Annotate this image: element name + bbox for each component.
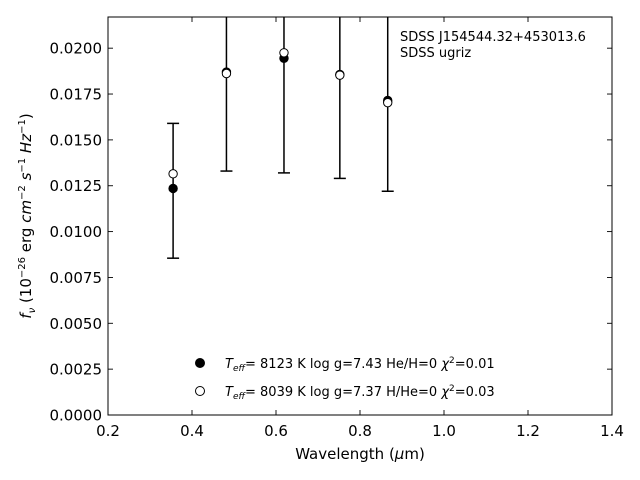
x-tick-label-2: 0.6	[264, 422, 288, 440]
plot-area: 0.2 0.4 0.6 0.8 1.0 1.2 1.4 0.0000 0.0025 0.0050 0…	[50, 16, 624, 440]
model-point-open-2	[279, 48, 289, 58]
y-tick-label-0: 0.0000	[50, 407, 103, 425]
y-tick-label-7: 0.0175	[50, 86, 103, 104]
model-point-filled-0	[168, 183, 178, 194]
y-tick-label-2: 0.0050	[50, 315, 103, 333]
legend-entry-2: Teff= 8039 K log g=7.37 H/He=0 χ2=0.03	[225, 384, 495, 402]
legend-marker-open	[195, 386, 205, 396]
legend: Teff= 8123 K log g=7.43 He/H=0 χ2=0.01 T…	[195, 356, 495, 402]
x-tick-label-3: 0.8	[348, 422, 372, 440]
model-point-open-0	[168, 169, 178, 179]
x-tick-label-4: 1.0	[432, 422, 456, 440]
data-marks	[167, 17, 394, 259]
y-tick-label-5: 0.0125	[50, 177, 103, 195]
legend-2-comp: H/He=0	[386, 385, 437, 400]
model-point-open-4	[383, 97, 393, 108]
x-tick-label-6: 1.4	[600, 422, 624, 440]
legend-1-logg: log g=7.43	[310, 357, 382, 372]
model-point-open-3	[335, 70, 345, 80]
legend-1-teff: 8123 K	[260, 357, 306, 372]
legend-2-logg: log g=7.37	[310, 385, 382, 400]
photometry-annotation: SDSS ugriz	[400, 46, 471, 61]
plot-frame	[107, 16, 613, 416]
y-tick-label-1: 0.0025	[50, 361, 103, 379]
x-tick-label-1: 0.4	[180, 422, 204, 440]
legend-1-comp: He/H=0	[386, 357, 437, 372]
model-point-open-1	[221, 68, 232, 79]
y-tick-label-8: 0.0200	[50, 40, 103, 58]
object-name-annotation: SDSS J154544.32+453013.6	[400, 30, 586, 45]
legend-2-chi2: =0.03	[455, 385, 495, 400]
legend-marker-filled	[195, 358, 205, 368]
legend-entry-1: Teff= 8123 K log g=7.43 He/H=0 χ2=0.01	[225, 356, 495, 374]
y-tick-label-4: 0.0100	[50, 223, 103, 241]
y-tick-label-6: 0.0150	[50, 131, 103, 149]
y-axis-label: fν (10−26 erg cm−2 s−1 Hz−1)	[17, 113, 38, 318]
legend-2-teff: 8039 K	[260, 385, 306, 400]
x-axis-label: Wavelength (μm)	[295, 445, 425, 463]
legend-1-chi2: =0.01	[455, 357, 495, 372]
x-tick-label-5: 1.2	[516, 422, 540, 440]
y-tick-label-3: 0.0075	[50, 269, 103, 287]
x-tick-label-0: 0.2	[96, 422, 120, 440]
